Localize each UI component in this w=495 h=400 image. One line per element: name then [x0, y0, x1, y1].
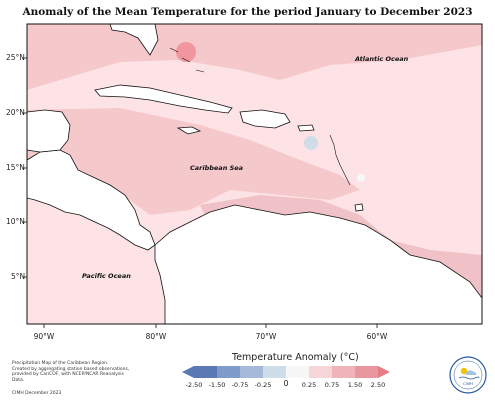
legend-tick: 0.25 [301, 381, 317, 389]
hotspot-bahamas [176, 42, 196, 62]
axis-ticks [23, 57, 378, 328]
legend-tick: 0 [283, 379, 289, 388]
hispaniola-land [239, 109, 291, 129]
footnote-line: Created by aggregating station based obs… [12, 366, 130, 372]
lat-tick: 20°N [6, 108, 25, 117]
legend-title: Temperature Anomaly (°C) [232, 352, 359, 363]
caribbean-sea-label: Caribbean Sea [190, 164, 244, 172]
lon-tick: 70°W [255, 332, 277, 341]
cuba-land [94, 84, 233, 114]
legend-tick: 2.50 [370, 381, 386, 389]
yucatan-land [26, 109, 71, 153]
map-frame [26, 23, 483, 325]
puerto-rico-land [297, 124, 315, 132]
coolspot-puerto-rico [304, 136, 318, 150]
svg-text:CIMH: CIMH [463, 381, 473, 386]
jamaica-land [176, 126, 202, 135]
lat-tick: 15°N [6, 163, 25, 172]
legend-tick: 0.75 [324, 381, 340, 389]
cimh-logo: CIMH [449, 356, 487, 394]
cloud-icon [465, 370, 477, 375]
trinidad-land [354, 203, 364, 212]
legend-tick: -0.25 [254, 381, 272, 389]
lat-tick: 10°N [6, 217, 25, 226]
footnote: Precipitation Map of the Caribbean Regio… [12, 361, 132, 397]
wave-icon [458, 376, 480, 380]
colorbar-arrow-left [182, 366, 194, 378]
small-islands [169, 47, 351, 186]
atlantic-ocean-label: Atlantic Ocean [355, 55, 409, 63]
colorbar [182, 366, 390, 378]
lon-tick: 90°W [33, 332, 55, 341]
florida-land [109, 23, 159, 56]
neutral-spot-antilles [357, 174, 365, 182]
footnote-line: provided by CariCOF, with NCEP/NCAR Rean… [12, 372, 124, 383]
lon-tick: 80°W [145, 332, 167, 341]
map-title: Anomaly of the Mean Temperature for the … [22, 6, 473, 18]
legend-tick: -2.50 [185, 381, 203, 389]
pacific-ocean-label: Pacific Ocean [82, 272, 131, 280]
legend-tick: -1.50 [208, 381, 226, 389]
sun-icon [460, 367, 468, 375]
colorbar-arrow-right [378, 366, 390, 378]
anomaly-band-central [27, 108, 360, 215]
lon-tick: 60°W [366, 332, 388, 341]
legend-tick: 1.50 [347, 381, 363, 389]
lat-tick: 25°N [6, 53, 25, 62]
land-group [26, 23, 483, 325]
footnote-line: Precipitation Map of the Caribbean Regio… [12, 361, 109, 366]
legend-tick: -0.75 [231, 381, 249, 389]
lat-tick: 5°N [11, 272, 26, 281]
footnote-credit: CIMH December 2023 [12, 391, 62, 396]
south-america-land [154, 204, 483, 325]
